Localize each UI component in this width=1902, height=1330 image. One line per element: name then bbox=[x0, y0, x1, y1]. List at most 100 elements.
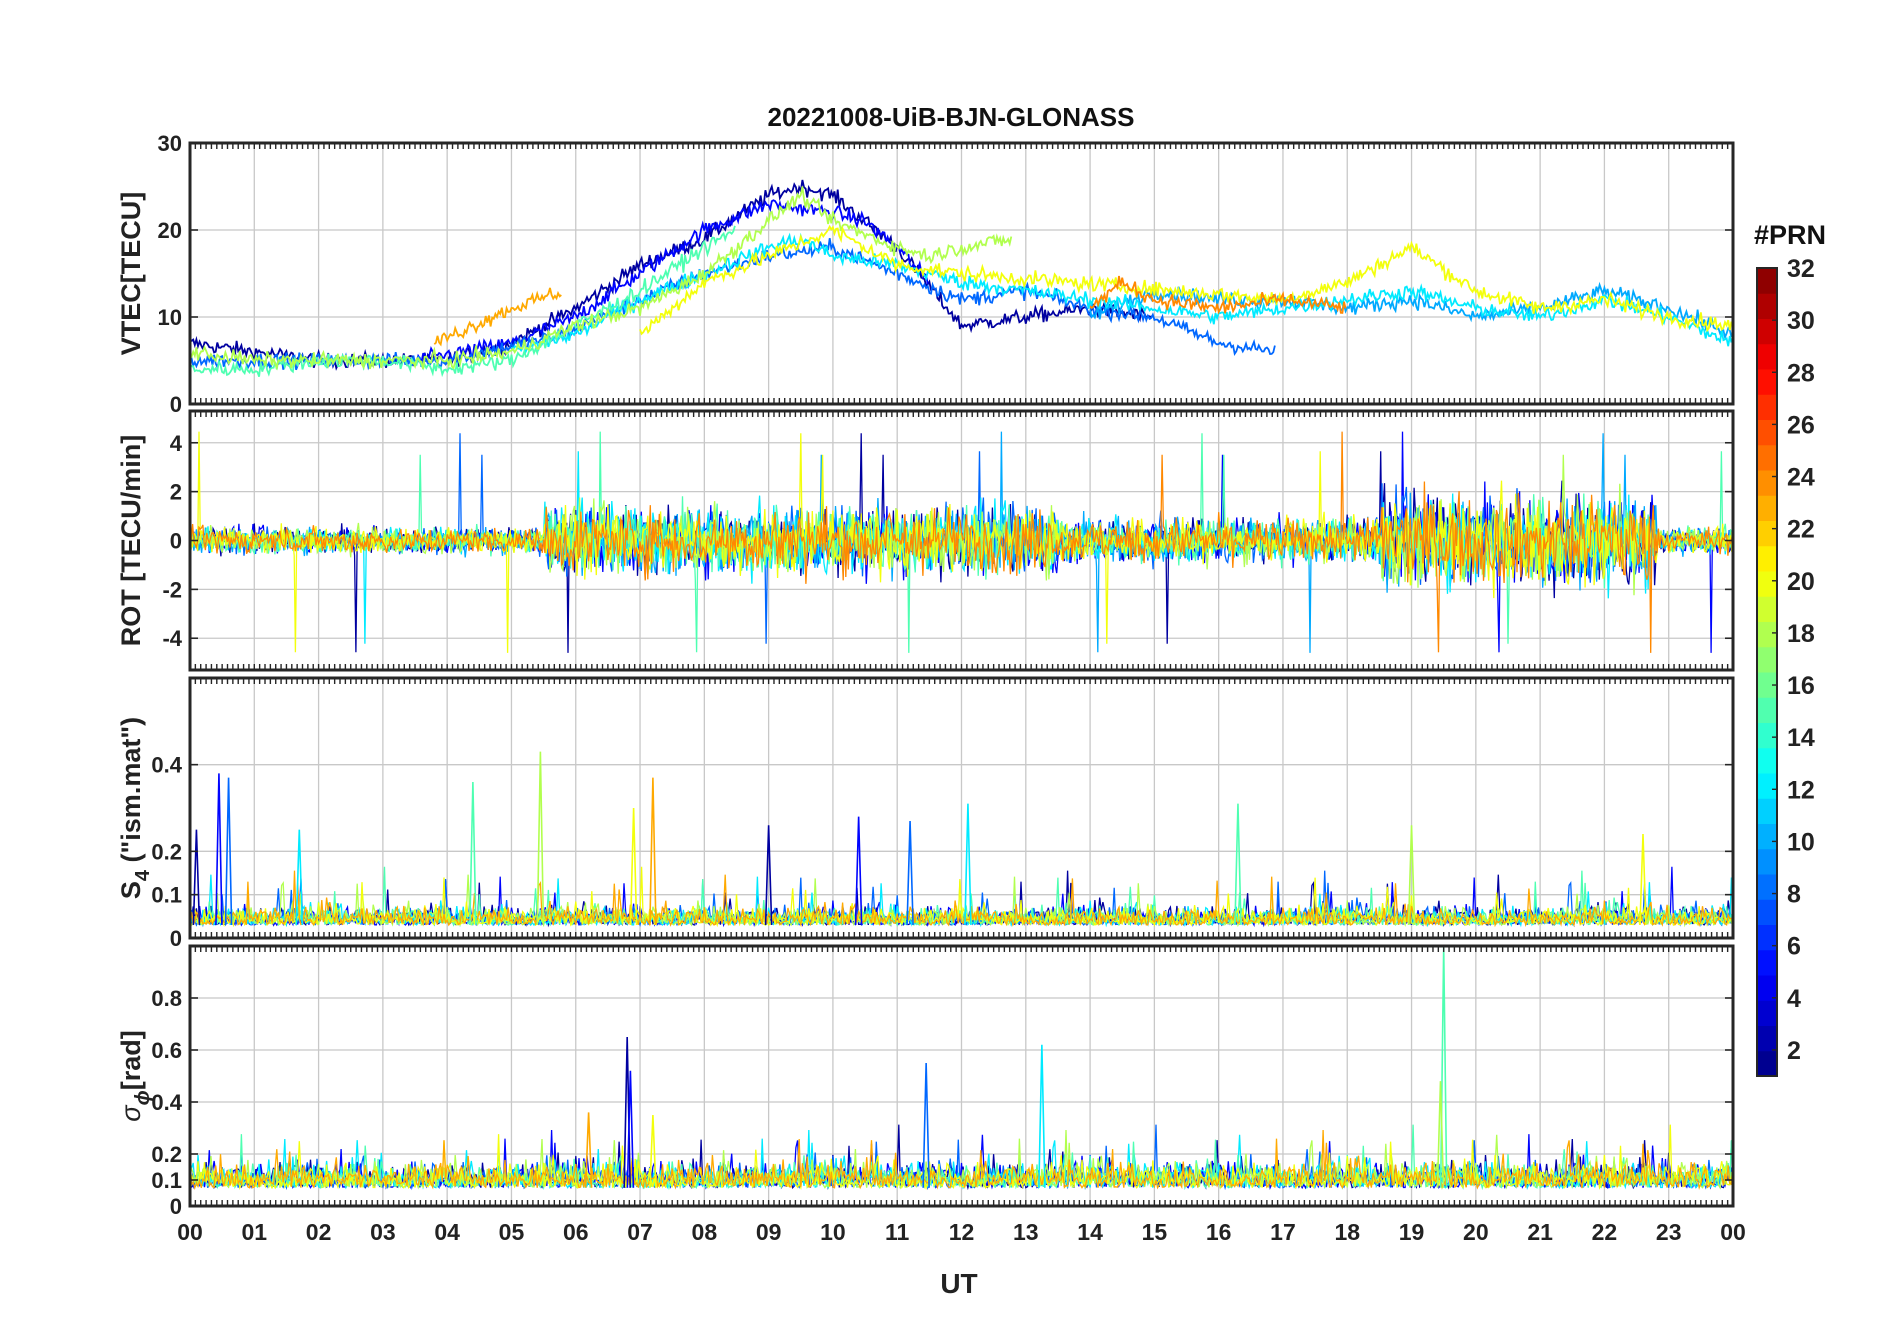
x-tick-label: 04 bbox=[434, 1219, 460, 1245]
x-tick-label: 23 bbox=[1656, 1219, 1682, 1245]
colorbar-segment bbox=[1757, 924, 1777, 951]
colorbar-segment bbox=[1757, 798, 1777, 824]
x-tick-label: 13 bbox=[1013, 1219, 1039, 1245]
sigma_phi-peak bbox=[584, 1112, 593, 1188]
colorbar-tick-label: 10 bbox=[1787, 828, 1815, 856]
colorbar-tick-label: 18 bbox=[1787, 620, 1815, 648]
y-axis-label-s4: S4 ("ism.mat") bbox=[116, 717, 154, 899]
x-tick-label: 06 bbox=[563, 1219, 589, 1245]
x-tick-label: 00 bbox=[1720, 1219, 1746, 1245]
x-tick-label: 17 bbox=[1270, 1219, 1296, 1245]
colorbar-tick-label: 32 bbox=[1787, 255, 1815, 283]
s4-peak bbox=[1639, 833, 1647, 926]
y-tick-label: -4 bbox=[162, 626, 182, 651]
s4-peak bbox=[629, 807, 638, 926]
s4-peak bbox=[649, 777, 657, 926]
x-tick-label: 09 bbox=[756, 1219, 782, 1245]
panel-vtec: 0 10 20 30 VTEC[TECU] bbox=[116, 131, 1735, 417]
y-tick-label: 2 bbox=[170, 480, 182, 505]
colorbar-tick-label: 20 bbox=[1787, 568, 1815, 596]
sigma_phi-peak bbox=[1436, 1081, 1445, 1188]
x-tick-label: 22 bbox=[1592, 1219, 1618, 1245]
s4-peak bbox=[536, 751, 545, 926]
plot-area-vtec bbox=[190, 179, 1733, 378]
x-tick-label: 18 bbox=[1334, 1219, 1360, 1245]
vtec-series-prn-20 bbox=[639, 224, 1733, 336]
vtec-series-prn-18 bbox=[190, 186, 1013, 371]
colorbar-tick-label: 12 bbox=[1787, 776, 1815, 804]
colorbar-segment bbox=[1757, 571, 1777, 597]
y-tick-label: 10 bbox=[158, 305, 182, 330]
y-tick-label: 20 bbox=[158, 218, 182, 243]
colorbar-segment bbox=[1757, 899, 1777, 925]
s4-peak bbox=[906, 820, 914, 926]
s4-peak bbox=[295, 829, 304, 926]
colorbar-segment bbox=[1757, 1050, 1777, 1077]
x-tick-label: 10 bbox=[820, 1219, 846, 1245]
s4-peak bbox=[854, 816, 863, 926]
x-tick-label: 02 bbox=[306, 1219, 332, 1245]
x-tick-label: 21 bbox=[1527, 1219, 1553, 1245]
vtec-series-prn-23 bbox=[433, 287, 562, 347]
plot-area-rot bbox=[190, 431, 1733, 653]
colorbar-segment bbox=[1757, 268, 1777, 294]
colorbar-segment bbox=[1757, 419, 1777, 446]
colorbar-segment bbox=[1757, 848, 1777, 875]
colorbar-tick-label: 26 bbox=[1787, 411, 1815, 439]
s4-peak bbox=[192, 829, 201, 926]
colorbar-tick-label: 30 bbox=[1787, 307, 1815, 335]
panel-rot: -4 -2 0 2 4 ROT [TECU/min] bbox=[116, 409, 1735, 672]
x-tick-label: 03 bbox=[370, 1219, 396, 1245]
y-tick-label: 0.8 bbox=[151, 986, 182, 1011]
vtec-series-prn-10 bbox=[1089, 281, 1733, 341]
s4-peak bbox=[469, 781, 477, 926]
colorbar-segment bbox=[1757, 545, 1777, 572]
x-tick-label: 11 bbox=[885, 1219, 910, 1245]
rot-series-prn-24 bbox=[190, 431, 1733, 653]
colorbar-tick-label: 4 bbox=[1787, 985, 1801, 1013]
colorbar-segment bbox=[1757, 1000, 1777, 1026]
colorbar-segment bbox=[1757, 470, 1777, 496]
sigma_phi-peak bbox=[649, 1114, 657, 1188]
y-tick-label: 0.1 bbox=[151, 883, 182, 908]
sigma_phi-peak bbox=[922, 1062, 930, 1188]
y-tick-label: 0 bbox=[170, 529, 182, 554]
vtec-series-prn-24 bbox=[1089, 275, 1347, 315]
colorbar-segment bbox=[1757, 394, 1777, 420]
colorbar-segment bbox=[1757, 722, 1777, 749]
y-tick-label: 0.2 bbox=[151, 839, 182, 864]
colorbar-tick-label: 28 bbox=[1787, 359, 1815, 387]
s4-peak bbox=[215, 773, 223, 926]
y-tick-label: 0.4 bbox=[151, 1090, 182, 1115]
sigma_phi-series-prn-18 bbox=[190, 1129, 1733, 1191]
colorbar-label: #PRN bbox=[1754, 220, 1826, 250]
x-tick-label: 07 bbox=[627, 1219, 653, 1245]
colorbar-segment bbox=[1757, 495, 1777, 521]
sigma_phi-series-prn-23 bbox=[190, 1129, 1733, 1191]
x-tick-label: 14 bbox=[1077, 1219, 1103, 1245]
vtec-series-prn-15 bbox=[190, 225, 736, 378]
plot-area-sigma_phi bbox=[190, 946, 1733, 1191]
colorbar-segment bbox=[1757, 823, 1777, 850]
plot-area-s4 bbox=[190, 751, 1733, 928]
panel-sigma_phi: 00.10.2 0.4 0.6 0.8 σϕ[rad] bbox=[116, 944, 1735, 1219]
chart-title: 20221008-UiB-BJN-GLONASS bbox=[767, 102, 1134, 132]
x-tick-label: 12 bbox=[949, 1219, 975, 1245]
y-tick-label: 4 bbox=[170, 431, 183, 456]
x-axis: 00 01 02 03 04 05 06 07 08 09 10 11 12 13 14 15 16 17 18 19… bbox=[177, 1219, 1746, 1245]
colorbar-segment bbox=[1757, 697, 1777, 723]
colorbar-segment bbox=[1757, 1025, 1777, 1052]
vtec-series-prn-12 bbox=[510, 232, 1733, 355]
colorbar-segment bbox=[1757, 444, 1777, 471]
panel-s4: 0 0.1 0.2 0.4S4 ("ism.mat") bbox=[116, 676, 1735, 951]
colorbar-tick-label: 6 bbox=[1787, 933, 1801, 961]
colorbar-segment bbox=[1757, 343, 1777, 370]
colorbar-segment bbox=[1757, 520, 1777, 547]
y-axis-label-rot: ROT [TECU/min] bbox=[116, 435, 146, 646]
y-tick-label: 0 bbox=[170, 392, 182, 417]
colorbar-segment bbox=[1757, 621, 1777, 648]
s4-peak bbox=[224, 777, 233, 926]
colorbar-segment bbox=[1757, 293, 1777, 319]
colorbar-segment bbox=[1757, 596, 1777, 622]
